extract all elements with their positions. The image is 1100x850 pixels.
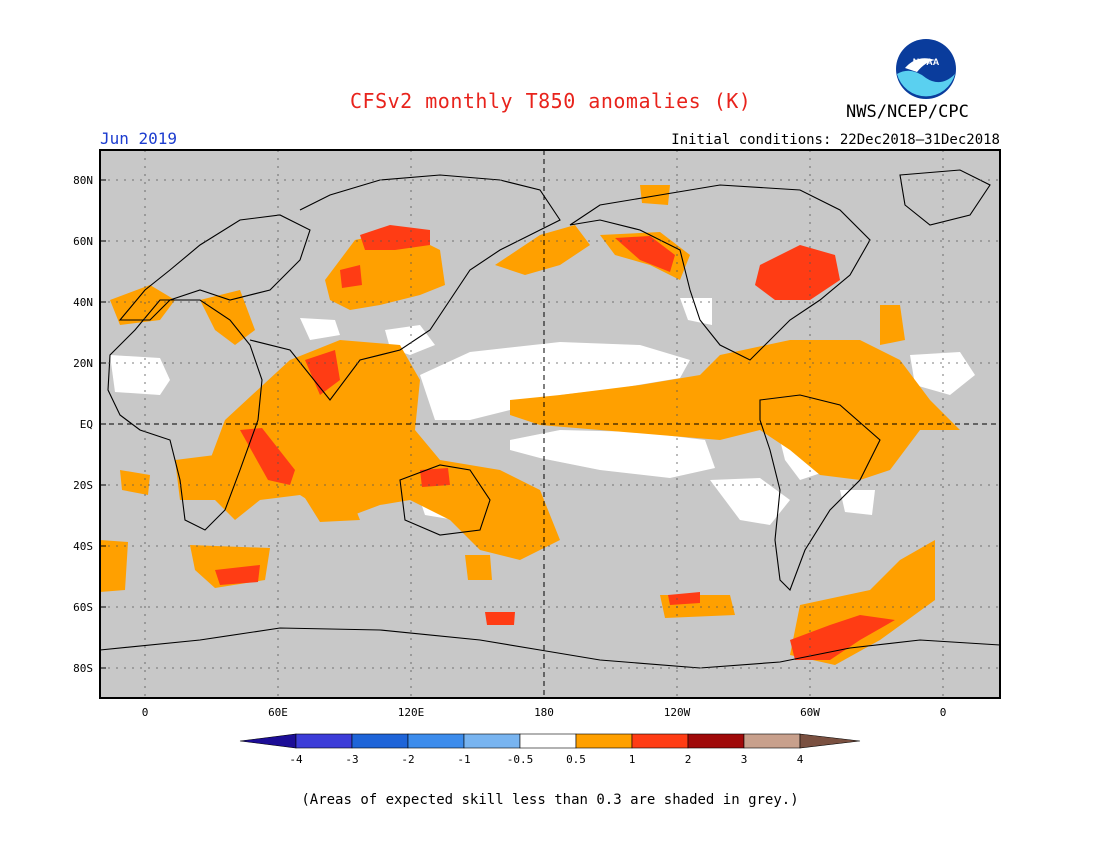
africa-coast <box>107 299 263 531</box>
lat-label: EQ <box>80 418 93 431</box>
lat-label: 40N <box>73 296 93 309</box>
noaa-logo-text: NOAA <box>913 57 940 67</box>
colorbar-label: -4 <box>289 753 303 766</box>
lon-label: 60E <box>268 706 288 719</box>
lon-label: 0 <box>940 706 947 719</box>
lon-label: 60W <box>800 706 820 719</box>
lon-label: 120E <box>398 706 425 719</box>
orange-europe <box>110 285 175 325</box>
white-equatorial-pacific <box>510 430 715 478</box>
lat-label: 20S <box>73 479 93 492</box>
lat-labels: 80N 60N 40N 20N EQ 20S 40S 60S 80S <box>73 174 93 675</box>
lon-label: 120W <box>664 706 691 719</box>
colorbar-low-arrow <box>239 733 297 749</box>
red-alaska <box>615 236 675 272</box>
europe-coast <box>118 214 311 321</box>
lat-ticks <box>100 179 106 669</box>
lon-labels: 0 60E 120E 180 120W 60W 0 <box>142 706 947 719</box>
lat-label: 80S <box>73 662 93 675</box>
orange-equatorial-pacific <box>510 340 960 480</box>
white-south-atlantic <box>840 490 875 515</box>
red-south-africa <box>215 565 260 585</box>
org-label: NWS/NCEP/CPC <box>846 102 969 122</box>
antarctica-coast <box>100 627 1000 669</box>
colorbar-swatch <box>631 733 689 749</box>
colorbar-swatch <box>407 733 465 749</box>
white-caribbean <box>910 352 975 395</box>
map-plot-area <box>100 150 1000 698</box>
white-sahara <box>110 355 170 395</box>
colorbar-label: 2 <box>685 753 692 766</box>
colorbar-high-arrow <box>799 733 861 749</box>
colorbar-label: -0.5 <box>507 753 534 766</box>
forecast-month: Jun 2019 <box>100 129 178 148</box>
colorbar-swatch <box>351 733 409 749</box>
red-central-asia <box>340 265 362 288</box>
colorbar-swatch <box>575 733 633 749</box>
red-east-africa <box>240 428 295 485</box>
equator-dateline <box>100 150 1000 698</box>
orange-mediterranean <box>200 290 255 345</box>
lon-label: 180 <box>534 706 554 719</box>
colorbar-swatch <box>295 733 353 749</box>
red-southern-ocean-2 <box>485 612 515 625</box>
skill-note: (Areas of expected skill less than 0.3 a… <box>301 792 799 808</box>
red-siberia <box>360 225 430 250</box>
lat-label: 80N <box>73 174 93 187</box>
colorbar <box>239 733 861 749</box>
orange-south-atlantic-west <box>100 540 128 592</box>
orange-eastern-pacific <box>465 555 492 580</box>
asia-coast <box>249 174 561 401</box>
orange-north-pacific <box>495 225 590 275</box>
colorbar-label: -2 <box>401 753 414 766</box>
red-antarctic-peninsula <box>790 615 895 660</box>
colorbar-label: -1 <box>457 753 470 766</box>
map-title: CFSv2 monthly T850 anomalies (K) <box>350 89 752 113</box>
south-america-coast <box>759 394 881 591</box>
orange-indian-ocean <box>210 340 560 560</box>
orange-bay-of-bengal <box>300 490 360 522</box>
noaa-logo: NOAA <box>895 38 957 100</box>
lat-label: 40S <box>73 540 93 553</box>
colorbar-swatch <box>687 733 745 749</box>
red-arabian-sea <box>305 350 340 395</box>
colorbar-swatch <box>519 733 577 749</box>
colorbar-label: -3 <box>345 753 358 766</box>
north-america-coast <box>569 184 871 361</box>
red-anomaly-regions <box>215 225 895 660</box>
colorbar-label: 4 <box>797 753 804 766</box>
coastlines <box>100 169 1000 669</box>
initial-conditions: Initial conditions: 22Dec2018–31Dec2018 <box>671 132 1000 148</box>
colorbar-labels: -4 -3 -2 -1 -0.5 0.5 1 2 3 4 <box>289 753 803 766</box>
colorbar-swatch <box>463 733 521 749</box>
colorbar-label: 1 <box>629 753 636 766</box>
australia-coast <box>399 464 491 536</box>
white-central-pacific <box>420 342 690 420</box>
orange-north-atlantic <box>880 305 905 345</box>
red-southern-ocean <box>668 592 700 605</box>
white-india <box>300 318 340 340</box>
colorbar-swatch <box>743 733 801 749</box>
lon-label: 0 <box>142 706 149 719</box>
greenland-coast <box>899 169 991 226</box>
orange-siberia <box>325 230 445 310</box>
orange-anomaly-regions <box>100 185 960 665</box>
orange-east-africa <box>120 470 150 495</box>
orange-west-africa <box>175 455 220 500</box>
noaa-logo-icon: NOAA <box>896 39 956 99</box>
orange-arctic-siberia <box>640 185 670 205</box>
lat-label: 20N <box>73 357 93 370</box>
red-australia <box>420 468 450 487</box>
white-canada <box>680 298 712 325</box>
lat-label: 60N <box>73 235 93 248</box>
colorbar-label: 3 <box>741 753 748 766</box>
white-south-pacific-2 <box>710 478 790 525</box>
red-hudson-bay <box>755 245 840 300</box>
colorbar-label: 0.5 <box>566 753 586 766</box>
lat-label: 60S <box>73 601 93 614</box>
